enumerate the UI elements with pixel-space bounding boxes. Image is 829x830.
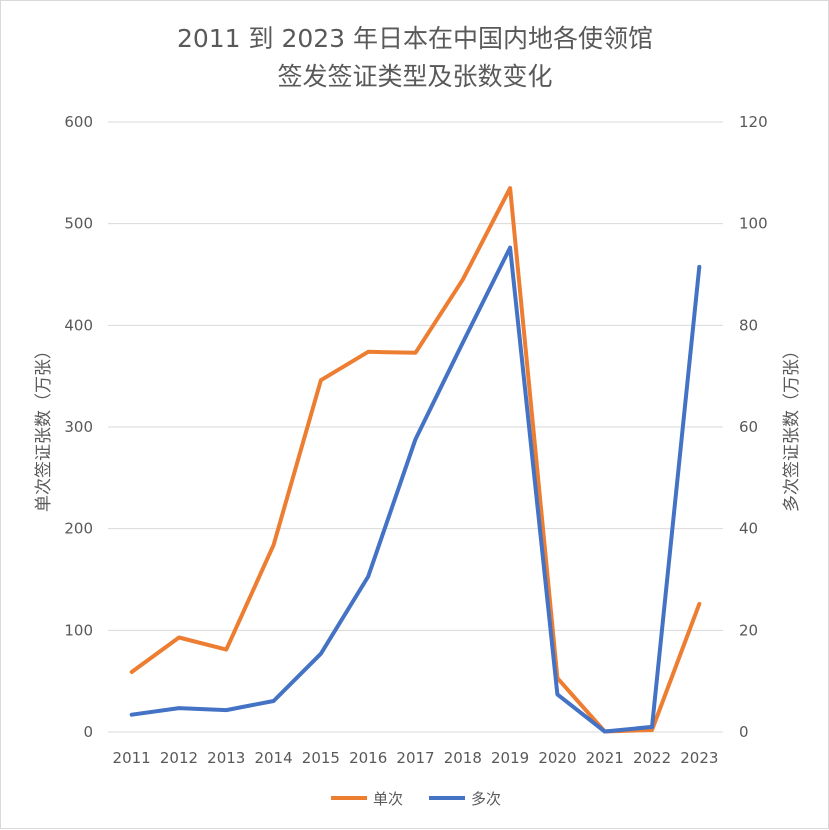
x-tick-label: 2021 [586, 749, 624, 767]
y-left-tick-label: 400 [64, 316, 93, 334]
y-left-tick-label: 300 [64, 418, 93, 436]
y-right-tick-label: 80 [739, 316, 758, 334]
y-right-tick-label: 60 [739, 418, 758, 436]
x-tick-label: 2016 [349, 749, 387, 767]
x-tick-label: 2013 [207, 749, 245, 767]
legend-label: 多次 [471, 790, 501, 808]
x-tick-label: 2012 [160, 749, 198, 767]
x-tick-label: 2011 [113, 749, 151, 767]
y-left-tick-label: 100 [64, 621, 93, 639]
y-right-axis-label: 多次签证张数（万张） [782, 342, 802, 512]
legend-label: 单次 [373, 790, 403, 808]
x-tick-label: 2017 [396, 749, 434, 767]
y-left-tick-label: 0 [83, 723, 93, 741]
x-tick-label: 2020 [538, 749, 576, 767]
y-right-tick-label: 40 [739, 520, 758, 538]
y-right-tick-label: 20 [739, 621, 758, 639]
y-left-axis-label: 单次签证张数（万张） [34, 342, 54, 512]
y-left-tick-label: 200 [64, 520, 93, 538]
y-right-tick-label: 0 [739, 723, 749, 741]
y-right-tick-label: 100 [739, 215, 768, 233]
x-tick-label: 2018 [444, 749, 482, 767]
chart-title-line-1: 2011 到 2023 年日本在中国内地各使领馆 [177, 24, 653, 53]
series-line-multiple [129, 245, 702, 734]
y-right-tick-label: 120 [739, 113, 768, 131]
x-tick-label: 2022 [633, 749, 671, 767]
series-line-single [129, 186, 702, 734]
x-tick-label: 2014 [254, 749, 292, 767]
y-left-tick-label: 500 [64, 215, 93, 233]
y-left-tick-label: 600 [64, 113, 93, 131]
x-tick-label: 2023 [680, 749, 718, 767]
x-tick-label: 2015 [302, 749, 340, 767]
x-tick-label: 2019 [491, 749, 529, 767]
chart-title-line-2: 签发签证类型及张数变化 [277, 62, 552, 91]
